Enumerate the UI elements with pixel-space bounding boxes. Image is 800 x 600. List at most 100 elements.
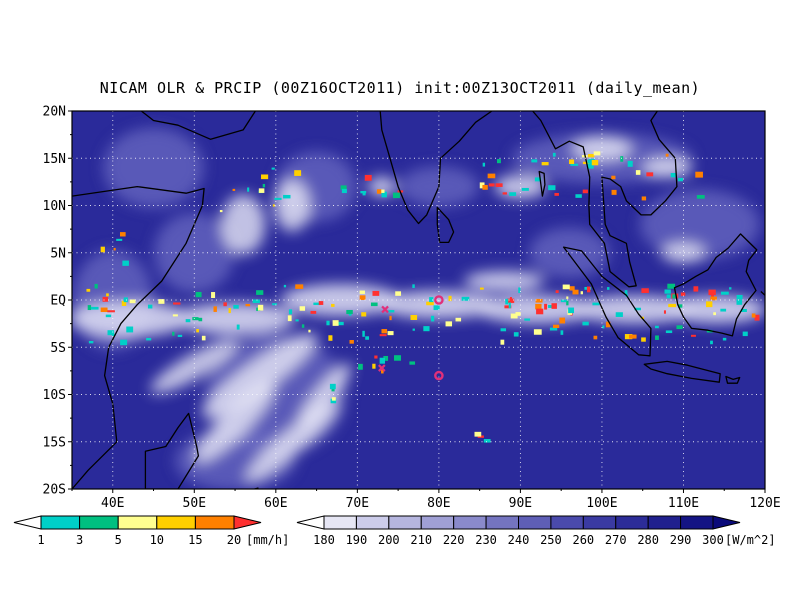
precip-patch — [611, 175, 616, 180]
precip-patch — [395, 291, 402, 296]
coastline-africa — [72, 185, 205, 489]
precip-patch — [219, 210, 223, 213]
lon-tick-label: 40E — [101, 496, 124, 511]
precip-patch — [570, 163, 579, 166]
colorbar-segment — [680, 515, 714, 530]
cloud-area — [281, 284, 402, 316]
precip-patch — [562, 284, 570, 290]
colorbar-unit: [mm/h] — [246, 533, 289, 547]
precip-patch — [566, 300, 569, 306]
lat-tick-label: 20N — [43, 105, 66, 120]
coastline-sulawesi — [760, 291, 765, 296]
precip-patch — [568, 307, 575, 314]
precip-patch — [663, 310, 666, 314]
precip-patch — [586, 286, 591, 293]
lat-tick-label: 10N — [43, 199, 66, 214]
precip-patch — [509, 192, 517, 196]
colorbar-unit: [W/m^2] — [725, 533, 776, 547]
precip-patch — [372, 363, 376, 369]
precip-patch — [272, 303, 277, 306]
precip-patch — [330, 398, 337, 404]
precip-patch — [513, 332, 519, 337]
precip-patch — [710, 340, 713, 345]
precip-patch — [624, 290, 628, 296]
coastline-sumatra — [562, 246, 652, 357]
cloud-area — [201, 333, 318, 418]
precip-patch — [641, 288, 649, 293]
precip-patch — [555, 290, 559, 294]
precip-patch — [113, 247, 116, 251]
cloud-area — [367, 176, 396, 197]
precip-patch — [696, 195, 705, 199]
precip-patch — [580, 291, 583, 295]
precip-patch — [504, 305, 512, 309]
precip-patch — [634, 307, 641, 311]
precip-patch — [508, 302, 511, 309]
precip-patch — [211, 292, 216, 299]
coastline-lesser-sunda — [725, 375, 741, 384]
olr-colorbar: 180 190 200 210 220 230 240 250 260 270 280 290 300[… — [296, 515, 776, 547]
coastline-arabia — [140, 111, 256, 140]
colorbar-low-triangle — [13, 515, 42, 530]
precip-patch — [340, 185, 347, 190]
precip-patch — [107, 330, 115, 336]
precip-patch — [587, 163, 594, 169]
precip-patch — [641, 337, 646, 342]
precip-patch — [362, 192, 366, 196]
colorbar-label: 280 — [637, 533, 659, 547]
cross-marker — [378, 364, 386, 372]
lon-tick-label: 100E — [586, 496, 617, 511]
colorbar-label: 260 — [572, 533, 594, 547]
precip-patch — [754, 314, 760, 321]
colorbar-label: 3 — [76, 533, 83, 547]
colorbar-label: 1 — [37, 533, 44, 547]
precip-patch — [646, 172, 654, 177]
precip-patch — [678, 177, 684, 182]
precip-patch — [116, 238, 123, 241]
precip-patch — [552, 152, 556, 157]
cross-marker — [381, 305, 389, 314]
precip-patch — [102, 296, 109, 302]
precip-colorbar: 1 3 5 10 15 20 [mm/h] — [13, 515, 289, 547]
precip-patch — [515, 312, 521, 316]
colorbar-segment — [79, 515, 119, 530]
precip-patch — [487, 173, 496, 179]
colorbar-segment — [453, 515, 487, 530]
precip-patch — [666, 294, 671, 299]
precip-patch — [668, 303, 677, 308]
precip-patch — [376, 189, 382, 194]
precip-patch — [374, 355, 378, 359]
precip-patch — [627, 160, 633, 167]
precip-patch — [332, 320, 339, 326]
precip-patch — [358, 363, 363, 370]
precip-patch — [534, 177, 542, 182]
precip-patch — [308, 329, 311, 333]
precip-patch — [541, 162, 549, 166]
precip-patch — [336, 321, 344, 326]
cloud-area — [221, 194, 266, 255]
precip-patch — [294, 170, 302, 176]
cloud-area — [661, 242, 706, 263]
precip-patch — [388, 310, 395, 313]
lat-tick-label: 20S — [43, 483, 66, 498]
precip-patch — [518, 287, 521, 294]
lat-tick-label: 15N — [43, 152, 66, 167]
precip-patch — [548, 185, 556, 191]
coastline-madagascar — [144, 412, 200, 489]
precip-patch — [720, 308, 727, 312]
colorbar-segment — [647, 515, 682, 530]
precip-patch — [502, 192, 507, 195]
precip-patch — [288, 309, 293, 315]
coastline-indochina — [532, 111, 678, 288]
precip-patch — [329, 383, 336, 390]
precip-patch — [655, 335, 659, 340]
coastline-india — [379, 111, 493, 225]
precip-patch — [572, 289, 579, 295]
precip-patch — [262, 183, 266, 188]
colorbar-segment — [582, 515, 617, 530]
precip-patch — [722, 337, 727, 341]
precip-patch — [295, 319, 299, 322]
colorbar-low-triangle — [296, 515, 325, 530]
colorbar-segment — [550, 515, 584, 530]
coastline-java — [643, 360, 721, 383]
